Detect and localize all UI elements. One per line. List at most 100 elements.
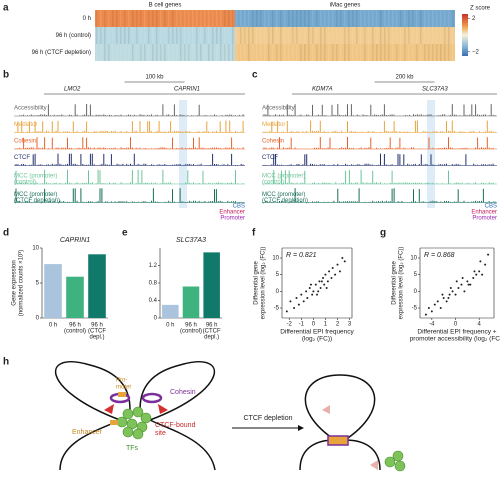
heatmap-texture bbox=[228, 44, 230, 61]
track-signal bbox=[263, 104, 496, 116]
point bbox=[455, 280, 458, 283]
heatmap-texture bbox=[216, 44, 218, 61]
track-label: (control) bbox=[262, 180, 284, 186]
heatmap-texture bbox=[380, 27, 382, 44]
heatmap-texture bbox=[340, 27, 342, 44]
panel-label: f bbox=[252, 228, 256, 239]
heatmap-texture bbox=[100, 10, 102, 27]
point bbox=[325, 287, 328, 289]
diagram-circle bbox=[132, 406, 144, 418]
heatmap-texture bbox=[396, 10, 398, 27]
heatmap-texture bbox=[432, 10, 434, 27]
chart-title: SLC37A3 bbox=[176, 237, 206, 244]
heatmap-texture bbox=[300, 44, 302, 61]
y-axis-label-line: expression level (log₂ (FC)) bbox=[399, 247, 405, 320]
heatmap-texture bbox=[244, 27, 246, 44]
label-promoter: Pro- bbox=[116, 378, 127, 384]
point bbox=[442, 297, 445, 299]
heatmap-texture bbox=[264, 44, 266, 61]
y-axis-label-line: Differential gene bbox=[392, 261, 398, 305]
heatmap-texture bbox=[240, 44, 242, 61]
heatmap-texture bbox=[288, 27, 290, 44]
legend-label: Promoter bbox=[220, 216, 245, 222]
diagram-rect bbox=[118, 392, 126, 397]
point bbox=[320, 280, 323, 283]
bar bbox=[66, 276, 84, 318]
heatmap-texture bbox=[168, 44, 170, 61]
heatmap-texture bbox=[100, 44, 102, 61]
heatmap-texture bbox=[300, 10, 302, 27]
heatmap-texture bbox=[124, 10, 126, 27]
diagram-path bbox=[54, 361, 131, 471]
point bbox=[289, 300, 292, 303]
diagram-path bbox=[299, 374, 381, 471]
y-axis-label-line: expression level (log₂ (FC)) bbox=[261, 247, 267, 320]
annotation: R = 0.821 bbox=[286, 252, 317, 259]
heatmap-texture bbox=[316, 10, 318, 27]
heatmap-texture bbox=[308, 44, 310, 61]
heatmap-texture bbox=[292, 10, 294, 27]
heatmap-texture bbox=[260, 44, 262, 61]
point bbox=[457, 287, 460, 289]
heatmap-texture bbox=[172, 44, 174, 61]
heatmap-texture bbox=[364, 10, 366, 27]
x-tick-label: (CTCF bbox=[88, 329, 106, 335]
heatmap-texture bbox=[244, 44, 246, 61]
heatmap-texture bbox=[360, 10, 362, 27]
heatmap-texture bbox=[420, 27, 422, 44]
heatmap-texture bbox=[384, 10, 386, 27]
heatmap-texture bbox=[120, 44, 122, 61]
heatmap-texture bbox=[424, 10, 426, 27]
bar bbox=[88, 254, 106, 318]
point bbox=[430, 310, 433, 313]
heatmap-texture bbox=[124, 44, 126, 61]
heatmap-texture bbox=[104, 44, 106, 61]
heatmap-texture bbox=[348, 44, 350, 61]
x-tick-label: 0 bbox=[312, 322, 316, 328]
heatmap-texture bbox=[408, 44, 410, 61]
heatmap-texture bbox=[400, 44, 402, 61]
heatmap-texture bbox=[352, 27, 354, 44]
point bbox=[478, 270, 481, 273]
heatmap-texture bbox=[368, 27, 370, 44]
track-label: MCC (promoter) bbox=[14, 174, 57, 180]
point bbox=[338, 270, 341, 273]
track-label: CTCF bbox=[14, 155, 30, 161]
gene-name: SLC37A3 bbox=[422, 87, 448, 93]
point bbox=[469, 283, 472, 286]
heatmap-texture bbox=[124, 27, 126, 44]
heatmap-texture bbox=[316, 27, 318, 44]
heatmap-texture bbox=[148, 44, 150, 61]
x-tick-label: 96 h bbox=[185, 323, 197, 329]
heatmap-block bbox=[95, 44, 235, 61]
heatmap-texture bbox=[256, 27, 258, 44]
heatmap-texture bbox=[304, 44, 306, 61]
heatmap-texture bbox=[420, 10, 422, 27]
heatmap-texture bbox=[320, 44, 322, 61]
point bbox=[331, 267, 334, 269]
heatmap-texture bbox=[120, 10, 122, 27]
heatmap-block bbox=[235, 10, 455, 27]
heatmap-texture bbox=[96, 27, 98, 44]
heatmap-texture bbox=[140, 10, 142, 27]
heatmap-texture bbox=[340, 44, 342, 61]
heatmap-texture bbox=[416, 27, 418, 44]
column-label: iMac genes bbox=[330, 3, 361, 9]
point bbox=[322, 277, 325, 279]
point bbox=[487, 253, 490, 256]
heatmap-texture bbox=[432, 44, 434, 61]
heatmap-texture bbox=[224, 27, 226, 44]
heatmap-texture bbox=[260, 10, 262, 27]
heatmap-texture bbox=[436, 27, 438, 44]
x-tick-label: (CTCF bbox=[203, 329, 221, 335]
point bbox=[479, 260, 482, 263]
panel-label: g bbox=[380, 228, 386, 239]
heatmap-texture bbox=[116, 27, 118, 44]
x-axis-label: Differential EPI frequency + bbox=[417, 329, 496, 336]
heatmap-block bbox=[95, 10, 235, 27]
heatmap-texture bbox=[276, 44, 278, 61]
panel-label: e bbox=[122, 228, 128, 239]
x-tick-label: depl.) bbox=[89, 335, 104, 341]
point bbox=[312, 290, 315, 293]
y-axis-label: Differential gene expression level (log₂ … bbox=[254, 247, 267, 320]
